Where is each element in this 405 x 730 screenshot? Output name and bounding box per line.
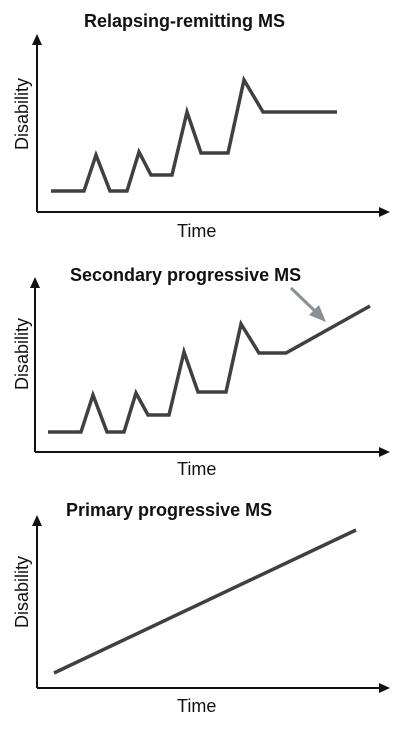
secondary-progressive-plot [30,277,390,457]
y-axis-arrowhead [32,34,42,45]
panel-secondary-progressive: Secondary progressive MS Disability Time [0,245,405,485]
progression-arrow [289,286,319,315]
x-axis-label: Time [177,459,217,479]
y-axis-arrowhead [32,515,42,526]
y-axis-arrowhead [30,277,40,288]
disability-course-line [48,304,371,434]
primary-progressive-plot [32,515,390,693]
panel-title: Primary progressive MS [66,500,273,520]
panel-title: Secondary progressive MS [70,265,302,285]
x-axis-label: Time [177,696,217,716]
x-axis-label: Time [177,221,217,241]
x-axis-arrowhead [379,447,390,457]
panel-primary-progressive: Primary progressive MS Disability Time [0,485,405,730]
panel-title: Relapsing-remitting MS [84,11,286,31]
x-axis-arrowhead [379,207,390,217]
disability-course-line [53,528,357,675]
relapsing-remitting-plot [32,34,390,217]
x-axis-arrowhead [379,683,390,693]
panel-relapsing-remitting: Relapsing-remitting MS Disability Time [0,0,405,245]
disability-course-line [51,75,337,193]
progression-arrowhead [309,305,326,322]
